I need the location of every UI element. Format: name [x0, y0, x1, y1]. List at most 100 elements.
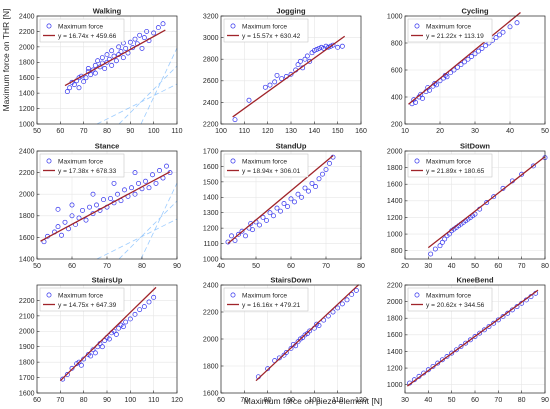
data-point [55, 224, 61, 230]
legend-scatter-label: Maximum force [242, 23, 287, 30]
y-tick-label: 2200 [19, 29, 35, 36]
data-point [311, 48, 317, 54]
x-tick-label: 90 [173, 263, 181, 270]
data-point [437, 243, 443, 249]
y-tick-label: 1800 [387, 165, 403, 172]
data-point [476, 48, 481, 54]
legend-marker [46, 292, 52, 298]
panel-kneebend: 30 40 50 60 70 80 90 1000 1200 1400 1600 1800 2000 22… [387, 276, 549, 405]
data-point [307, 58, 313, 64]
data-point [95, 58, 101, 64]
data-point [283, 350, 289, 355]
data-point [146, 299, 152, 305]
legend: Maximum force y = 21.22x + 113.19 [407, 18, 493, 43]
x-tick-label: 50 [448, 397, 456, 404]
data-point [323, 167, 329, 172]
legend-fit-label: y = 21.22x + 113.19 [426, 33, 484, 40]
legend-marker [230, 292, 236, 298]
data-point [472, 51, 478, 57]
data-point [500, 29, 506, 35]
x-tick-label: 100 [215, 128, 227, 135]
x-tick-label: 60 [471, 397, 479, 404]
data-point [153, 180, 159, 186]
x-tick-label: 20 [436, 128, 444, 135]
y-tick-label: 3000 [203, 35, 219, 42]
x-tick-label: 110 [239, 128, 250, 135]
x-tick-label: 80 [541, 263, 549, 270]
x-tick-label: 80 [518, 397, 526, 404]
legend-marker [414, 292, 420, 298]
data-point [60, 376, 66, 382]
data-point [127, 316, 133, 322]
data-point [479, 45, 485, 51]
y-tick-label: 2400 [19, 148, 35, 155]
data-point [297, 336, 303, 342]
legend: Maximum force y = 21.89x + 180.65 [407, 153, 493, 178]
data-point [257, 222, 262, 228]
y-tick-label: 1300 [203, 210, 219, 217]
data-point [465, 56, 471, 62]
artifact-line [140, 47, 178, 125]
data-point [83, 217, 89, 223]
data-point [151, 294, 157, 300]
data-point [302, 185, 308, 191]
data-point [297, 58, 303, 64]
data-point [92, 70, 98, 76]
data-point [139, 45, 145, 51]
y-tick-label: 1900 [19, 344, 35, 351]
x-tick-label: 40 [448, 263, 456, 270]
y-tick-label: 1600 [387, 332, 403, 339]
y-tick-label: 1400 [19, 91, 35, 98]
data-point [295, 191, 301, 197]
data-point [81, 79, 87, 85]
data-point [288, 196, 294, 202]
x-tick-label: 120 [262, 128, 274, 135]
data-point [484, 200, 490, 205]
data-point [109, 48, 115, 54]
panel-title: StairsUp [92, 276, 123, 285]
y-tick-label: 1600 [387, 182, 403, 189]
panel-sitdown: 20 30 40 50 60 70 80 800 1000 1200 1400 1600 1800 200… [387, 142, 549, 271]
data-point [349, 292, 355, 297]
data-point [229, 233, 234, 239]
x-tick-label: 30 [471, 128, 479, 135]
y-tick-label: 2200 [19, 170, 35, 177]
y-tick-label: 2000 [19, 44, 35, 51]
legend-scatter-label: Maximum force [242, 292, 287, 299]
data-point [71, 82, 77, 88]
data-point [262, 84, 268, 90]
legend-fit-label: y = 16.16x + 479.21 [242, 302, 301, 309]
y-tick-label: 1600 [203, 390, 219, 397]
y-tick-label: 2100 [19, 313, 35, 320]
data-point [88, 353, 94, 359]
data-point [288, 346, 294, 351]
x-tick-label: 130 [285, 128, 297, 135]
x-tick-label: 110 [332, 397, 343, 404]
data-point [155, 25, 161, 31]
data-point [144, 28, 150, 34]
data-point [435, 360, 441, 366]
fit-line [232, 35, 346, 118]
data-point [472, 334, 478, 339]
x-tick-label: 120 [171, 397, 183, 404]
data-point [318, 44, 324, 50]
legend-box [39, 18, 125, 43]
data-point [83, 75, 89, 81]
y-tick-label: 1000 [19, 121, 35, 128]
data-point [530, 163, 536, 169]
panel-stairsdown: 60 70 80 90 100 110 120 1600 1800 2000 2200 2400 Sta… [203, 276, 367, 405]
data-point [250, 227, 255, 233]
legend: Maximum force y = 14.75x + 647.39 [39, 287, 125, 312]
y-tick-label: 1600 [19, 75, 35, 82]
data-point [497, 32, 502, 38]
x-axis-label: Maximum force on piezo element [N] [244, 396, 382, 406]
data-point [113, 58, 119, 64]
data-point [307, 328, 313, 334]
data-point [164, 163, 169, 169]
data-point [335, 44, 341, 50]
data-point [313, 184, 318, 189]
data-point [344, 297, 350, 303]
data-point [90, 191, 96, 197]
x-tick-label: 100 [124, 397, 136, 404]
y-tick-label: 800 [391, 40, 403, 47]
